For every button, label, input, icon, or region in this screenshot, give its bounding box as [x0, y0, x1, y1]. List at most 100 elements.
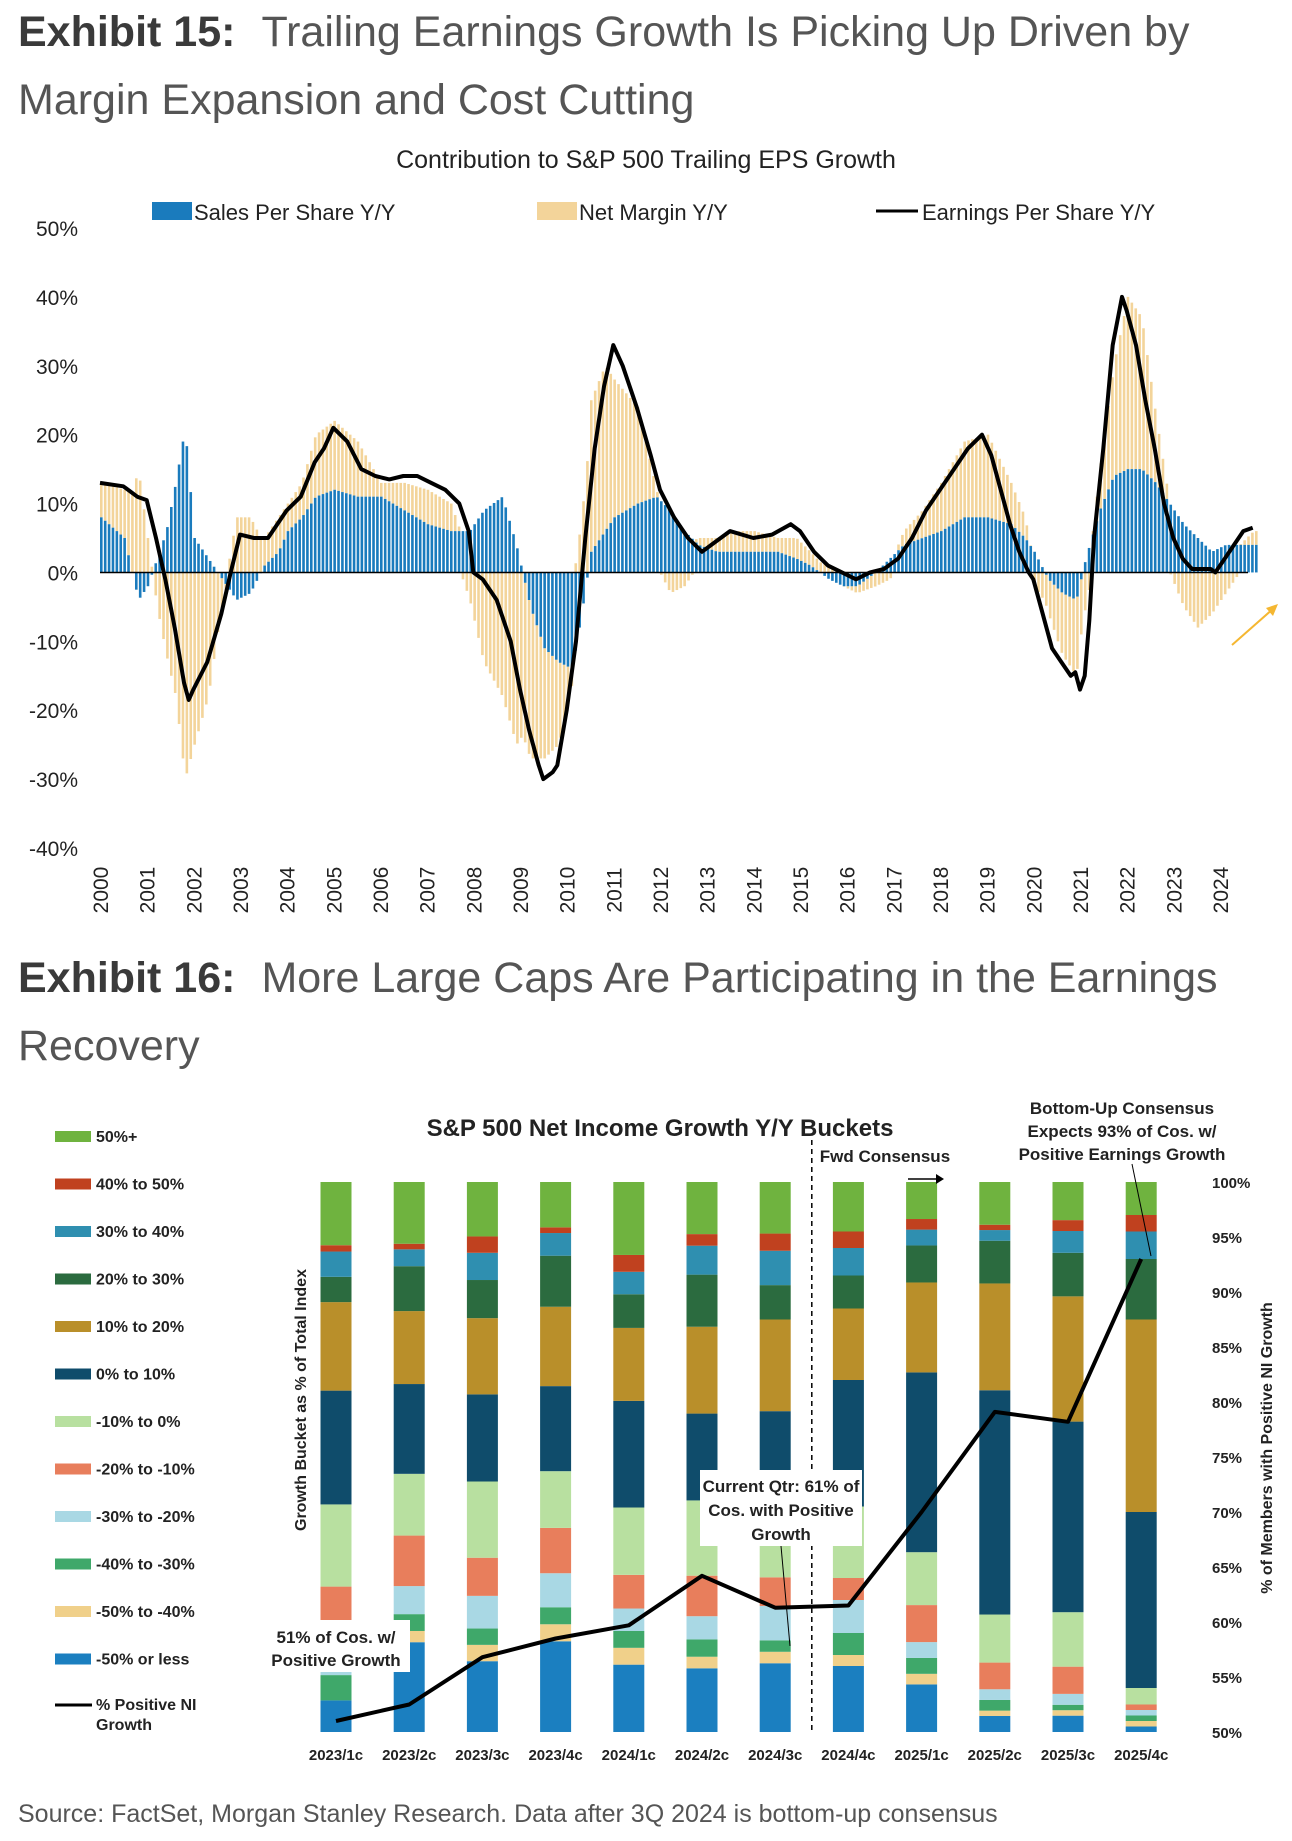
category-label: 2025/2c — [968, 1747, 1022, 1764]
sales-bar — [1083, 562, 1087, 573]
sales-bar — [547, 572, 550, 653]
sales-bar — [135, 572, 138, 590]
bucket-segment — [1125, 1704, 1157, 1710]
legend-label: 40% to 50% — [96, 1177, 184, 1194]
bucket-segment — [906, 1605, 938, 1643]
sales-bar — [430, 525, 434, 573]
bucket-segment — [979, 1224, 1011, 1231]
category-label: 2023/2c — [382, 1747, 436, 1764]
bucket-segment — [1125, 1715, 1157, 1721]
margin-bar — [1212, 572, 1215, 612]
sales-bar — [111, 527, 115, 573]
sales-bar — [123, 538, 126, 573]
margin-bar — [605, 368, 609, 529]
bucket-segment — [393, 1249, 425, 1267]
margin-bar — [364, 455, 368, 497]
sales-bar — [1181, 521, 1184, 573]
margin-bar — [154, 572, 158, 596]
sales-bar — [870, 572, 873, 576]
sales-bar — [617, 515, 620, 573]
x-tick-label: 2024 — [1210, 866, 1233, 913]
margin-bar — [1192, 572, 1196, 622]
bucket-segment — [540, 1641, 572, 1732]
bucket-segment — [759, 1651, 791, 1664]
sales-bar — [1006, 523, 1009, 573]
legend-swatch — [55, 1511, 91, 1522]
y-tick-label: 40% — [36, 287, 78, 310]
margin-bar — [119, 488, 123, 535]
bucket-segment — [613, 1664, 645, 1732]
margin-bar — [625, 393, 628, 511]
sales-bar — [162, 540, 165, 573]
margin-bar — [142, 509, 146, 573]
bucket-segment — [613, 1327, 645, 1401]
sales-bar — [625, 510, 628, 573]
margin-bar — [1200, 572, 1204, 624]
bucket-segment — [759, 1182, 791, 1234]
bucket-segment — [1052, 1715, 1084, 1732]
sales-bar — [1048, 572, 1052, 581]
right-tick-label: 90% — [1212, 1285, 1242, 1302]
sales-bar — [1041, 567, 1044, 573]
bucket-segment — [466, 1628, 498, 1645]
margin-bar — [667, 572, 671, 591]
sales-bar — [901, 546, 904, 573]
sales-bar — [1099, 508, 1103, 573]
sales-bar — [928, 535, 931, 573]
bucket-segment — [759, 1605, 791, 1641]
bucket-segment — [466, 1280, 498, 1319]
margin-bar — [558, 662, 562, 738]
bucket-segment — [393, 1182, 425, 1244]
margin-bar — [107, 485, 111, 525]
bucket-segment — [466, 1394, 498, 1482]
sales-bar — [520, 565, 523, 573]
sales-bar — [399, 508, 403, 573]
margin-bar — [1165, 483, 1169, 499]
bucket-segment — [686, 1245, 718, 1275]
legend-label: -50% or less — [96, 1652, 189, 1669]
sales-bar — [115, 531, 119, 573]
legend-label: 20% to 30% — [96, 1272, 184, 1289]
sales-bar — [582, 572, 585, 604]
sales-bar — [776, 551, 780, 573]
x-tick-label: 2022 — [1117, 867, 1140, 914]
legend-label: 30% to 40% — [96, 1224, 184, 1241]
bucket-segment — [686, 1639, 718, 1657]
y-tick-label: -30% — [29, 769, 78, 792]
bucket-segment — [393, 1311, 425, 1385]
sales-bar — [383, 498, 387, 573]
sales-bar — [1118, 472, 1122, 573]
sales-bar — [628, 508, 632, 573]
sales-bar — [345, 493, 348, 573]
sales-bar — [698, 545, 702, 573]
margin-bar — [823, 563, 826, 573]
bucket-segment — [759, 1250, 791, 1286]
margin-bar — [1072, 598, 1075, 672]
bucket-segment — [320, 1276, 352, 1303]
x-tick-label: 2017 — [883, 867, 906, 914]
margin-bar — [994, 450, 998, 520]
sales-bar — [792, 557, 795, 573]
sales-bar — [313, 497, 317, 573]
margin-bar — [1251, 532, 1254, 545]
bucket-segment — [466, 1236, 498, 1253]
sales-bar — [415, 517, 418, 573]
margin-bar — [780, 538, 784, 554]
sales-bar — [936, 532, 939, 573]
sales-bar — [912, 541, 916, 573]
sales-bar — [737, 551, 741, 573]
margin-bar — [271, 526, 274, 558]
sales-bar — [656, 497, 659, 573]
sales-bar — [395, 505, 399, 573]
margin-bar — [776, 538, 780, 552]
sales-bar — [426, 524, 430, 573]
bucket-segment — [906, 1657, 938, 1674]
margin-bar — [212, 572, 216, 659]
sales-bar — [675, 519, 679, 573]
sales-bar — [1196, 538, 1200, 573]
bucket-segment — [686, 1274, 718, 1327]
margin-bar — [201, 572, 204, 718]
bucket-segment — [466, 1182, 498, 1237]
sales-bar — [446, 529, 449, 573]
x-tick-label: 2016 — [837, 867, 860, 914]
